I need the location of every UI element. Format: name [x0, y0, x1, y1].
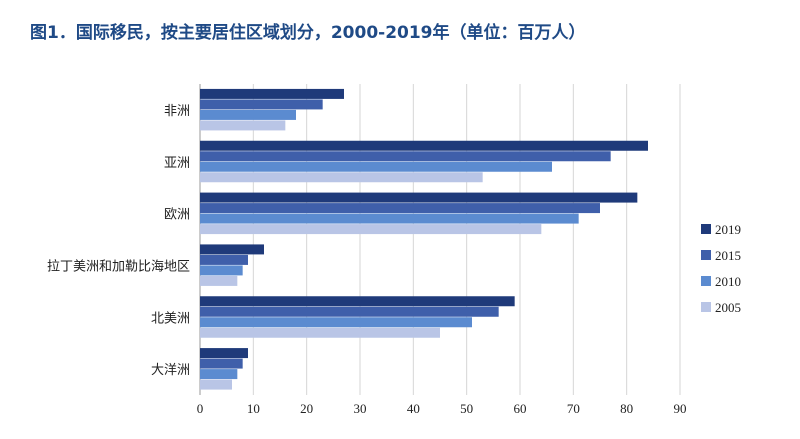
x-tick-label: 0: [197, 401, 204, 416]
category-label: 亚洲: [164, 156, 190, 171]
legend-label: 2015: [715, 248, 741, 263]
bar: [200, 140, 648, 151]
legend-swatch: [701, 276, 711, 286]
bar: [200, 348, 248, 359]
legend-swatch: [701, 250, 711, 260]
category-label: 拉丁美洲和加勒比海地区: [47, 259, 190, 274]
chart-title: 图1．国际移民，按主要居住区域划分，2000-2019年（单位：百万人）: [30, 23, 586, 43]
bar: [200, 109, 296, 120]
x-tick-label: 40: [407, 401, 420, 416]
legend-label: 2019: [715, 222, 741, 237]
category-label: 欧洲: [164, 208, 190, 223]
bar: [200, 317, 472, 328]
legend-label: 2005: [715, 300, 741, 315]
bar: [200, 369, 238, 380]
x-tick-label: 90: [674, 401, 687, 416]
bar: [200, 379, 232, 390]
bar: [200, 172, 483, 183]
x-tick-label: 70: [567, 401, 580, 416]
gridlines: [199, 84, 681, 395]
bar: [200, 99, 323, 110]
bar: [200, 254, 248, 265]
category-label: 非洲: [164, 104, 190, 119]
bar: [200, 306, 499, 317]
legend: 2019 2015 2010 2005: [701, 222, 741, 315]
bar: [200, 203, 600, 214]
bars: [200, 88, 648, 390]
x-tick-label: 60: [514, 401, 527, 416]
bar: [200, 275, 238, 286]
category-label: 北美洲: [151, 311, 190, 326]
bar: [200, 192, 638, 203]
bar: [200, 327, 440, 338]
x-tick-label: 80: [620, 401, 633, 416]
bar: [200, 213, 579, 224]
bar: [200, 265, 243, 276]
legend-swatch: [701, 224, 711, 234]
x-tick-label: 10: [247, 401, 260, 416]
bar: [200, 151, 611, 162]
legend-swatch: [701, 302, 711, 312]
category-label: 大洋洲: [151, 363, 190, 378]
bar: [200, 358, 243, 369]
legend-label: 2010: [715, 274, 741, 289]
x-tick-label: 50: [460, 401, 473, 416]
bar: [200, 296, 515, 307]
x-tick-label: 20: [300, 401, 313, 416]
bar: [200, 244, 264, 255]
x-tick-label: 30: [354, 401, 367, 416]
bar: [200, 224, 542, 235]
bar: [200, 161, 552, 172]
bar: [200, 88, 344, 99]
bar: [200, 120, 286, 131]
x-axis-ticks: 0 10 20 30 40 50 60 70 80 90: [197, 401, 687, 416]
